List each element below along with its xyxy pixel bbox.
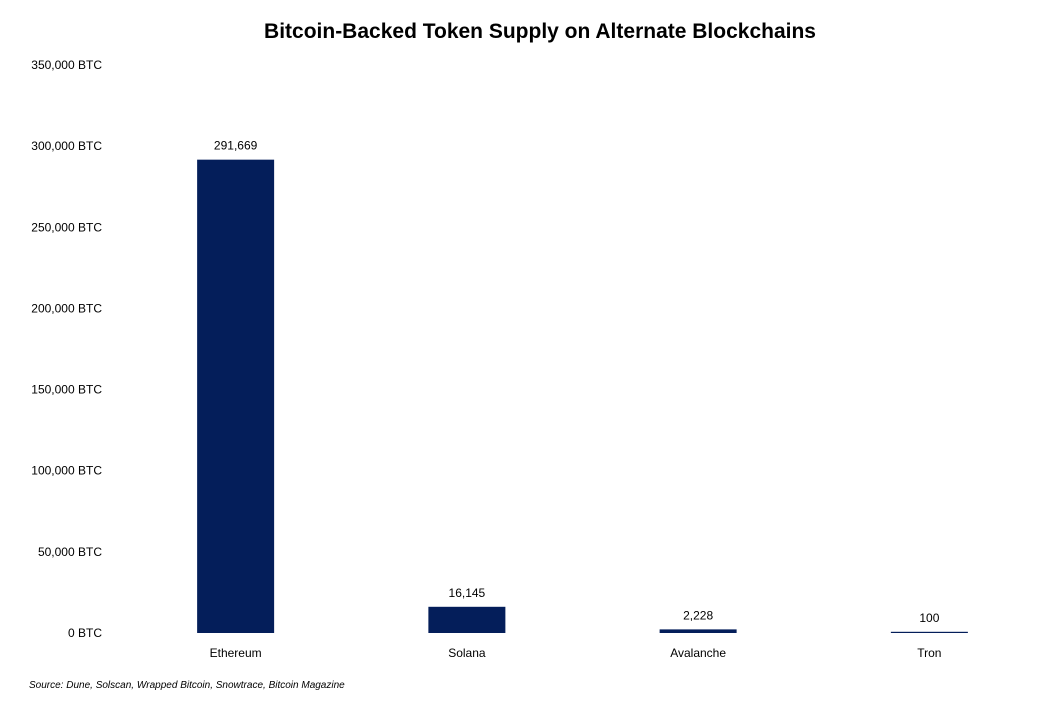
bar-avalanche bbox=[659, 629, 737, 633]
x-tick-label-tron: Tron bbox=[917, 646, 941, 660]
bar-tron bbox=[890, 631, 968, 633]
data-label-tron: 100 bbox=[919, 611, 939, 625]
y-tick-label: 50,000 BTC bbox=[38, 545, 102, 559]
x-tick-label-solana: Solana bbox=[448, 646, 486, 660]
data-label-avalanche: 2,228 bbox=[683, 608, 713, 622]
bar-ethereum bbox=[197, 159, 275, 633]
x-tick-label-ethereum: Ethereum bbox=[210, 646, 262, 660]
chart-title: Bitcoin-Backed Token Supply on Alternate… bbox=[264, 20, 816, 43]
y-tick-label: 100,000 BTC bbox=[31, 464, 102, 478]
y-tick-label: 0 BTC bbox=[68, 626, 102, 640]
source-note: Source: Dune, Solscan, Wrapped Bitcoin, … bbox=[29, 680, 345, 691]
y-tick-label: 200,000 BTC bbox=[31, 301, 102, 315]
y-tick-label: 350,000 BTC bbox=[31, 58, 102, 72]
data-label-solana: 16,145 bbox=[449, 586, 486, 600]
y-tick-label: 150,000 BTC bbox=[31, 383, 102, 397]
x-tick-label-avalanche: Avalanche bbox=[670, 646, 726, 660]
y-tick-label: 300,000 BTC bbox=[31, 139, 102, 153]
data-label-ethereum: 291,669 bbox=[214, 139, 258, 153]
bar-solana bbox=[428, 606, 506, 633]
y-tick-label: 250,000 BTC bbox=[31, 220, 102, 234]
